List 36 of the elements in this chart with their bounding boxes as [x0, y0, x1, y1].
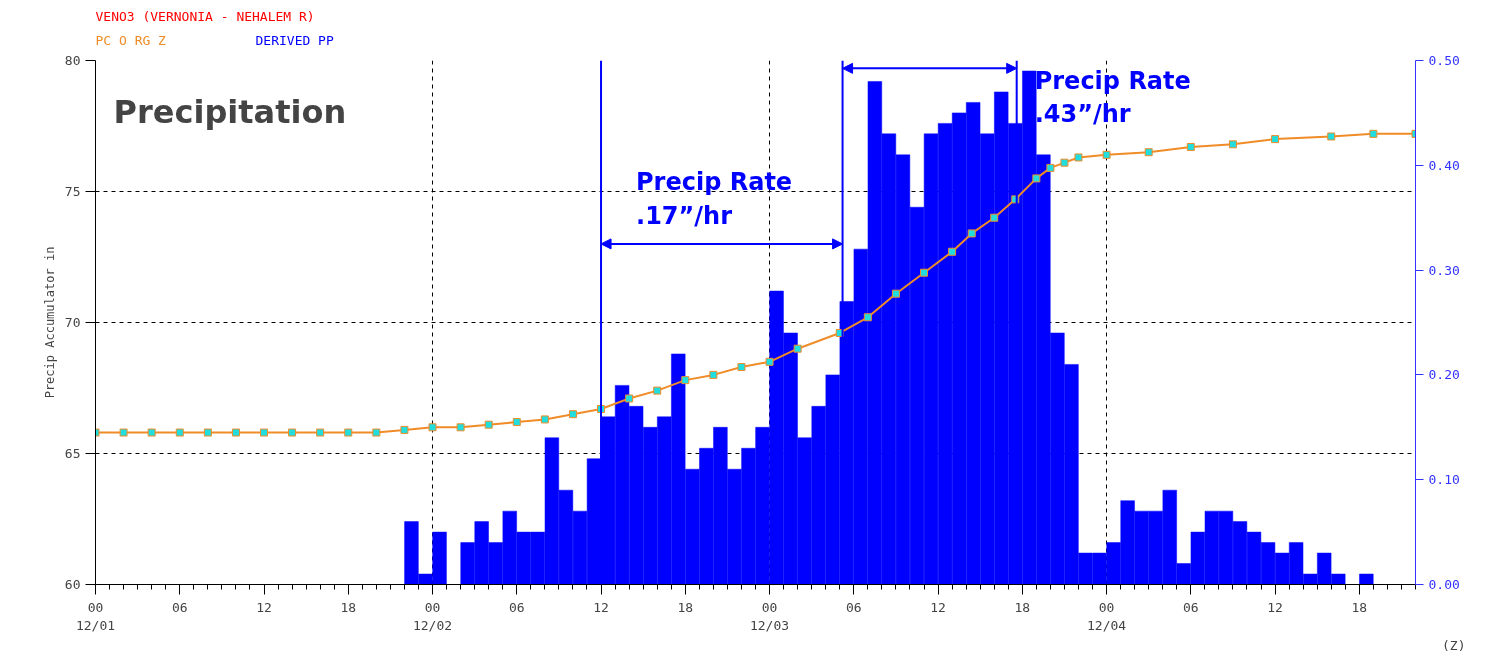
x-tick-label: 18	[1014, 599, 1031, 615]
annotation: Precipitation	[113, 92, 347, 131]
y-tick-label: 60	[64, 577, 81, 592]
x-tick-label: 18	[340, 599, 357, 615]
x-tick-label: 12	[930, 599, 946, 615]
x-tick-label: 06	[508, 599, 525, 615]
y2-tick-label: 0.40	[1428, 157, 1460, 173]
x-tick-label: 00 12/02	[412, 599, 453, 633]
x-tick-label: 06	[171, 599, 188, 615]
x-tick-label: 00 12/01	[75, 599, 116, 633]
annotation: Precip Rate .43”/hr	[1034, 66, 1191, 129]
text: PC O RG Z	[95, 33, 167, 49]
x-tick-label: 06	[1182, 599, 1199, 615]
x-tick-label: 00 12/04	[1087, 599, 1127, 633]
y-axis-title: Precip Accumulator in	[42, 246, 57, 399]
y-tick-label: 80	[64, 53, 81, 68]
x-axis-title: (Z)	[1442, 637, 1466, 653]
x-tick-label: 18	[1351, 599, 1368, 615]
y2-tick-label: 0.50	[1428, 53, 1460, 68]
x-tick-label: 12	[1267, 599, 1283, 615]
y2-tick-label: 0.00	[1428, 577, 1460, 592]
x-tick-label: 12	[256, 599, 272, 615]
y2-tick-label: 0.20	[1428, 367, 1460, 383]
x-tick-label: 00 12/03	[749, 599, 790, 633]
chart-title: VENO3 (VERNONIA - NEHALEM R)	[95, 8, 315, 24]
y-tick-label: 65	[64, 446, 81, 461]
x-tick-label: 06	[845, 599, 862, 615]
text: DERIVED PP	[255, 33, 334, 49]
y-tick-label: 75	[64, 184, 81, 199]
y-tick-label: 70	[64, 315, 81, 330]
annotation: Precip Rate .17”/hr	[636, 168, 793, 230]
y2-tick-label: 0.30	[1428, 262, 1460, 278]
x-tick-label: 18	[677, 599, 694, 615]
x-tick-label: 12	[593, 599, 609, 615]
y2-tick-label: 0.10	[1428, 472, 1460, 488]
bar	[1359, 573, 1374, 585]
